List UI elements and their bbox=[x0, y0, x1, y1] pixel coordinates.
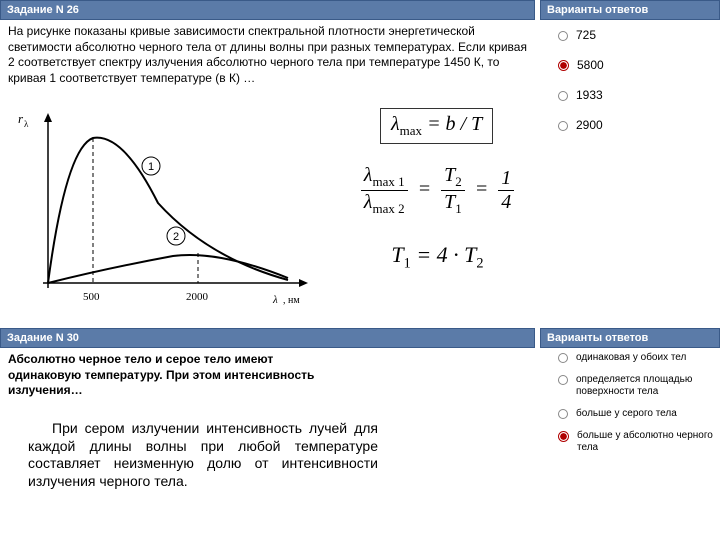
option-1933[interactable]: 1933 bbox=[558, 88, 718, 102]
formula-wien: λmax = b / T bbox=[380, 108, 493, 144]
answers1-title: Варианты ответов bbox=[547, 4, 648, 16]
svg-text:1: 1 bbox=[148, 161, 154, 173]
formulas: λmax = b / T λmax 1λmax 2 = T2T1 = 14 T1… bbox=[340, 108, 535, 272]
task2-header: Задание N 30 bbox=[0, 328, 535, 348]
answers2-title: Варианты ответов bbox=[547, 332, 648, 344]
option-same[interactable]: одинаковая у обоих тел bbox=[558, 352, 718, 364]
task2-title: Задание N 30 bbox=[7, 332, 79, 344]
explanation-text: При сером излучении интенсивность лучей … bbox=[28, 420, 378, 490]
task1-text: На рисунке показаны кривые зависимости с… bbox=[8, 24, 528, 86]
radio-icon bbox=[558, 409, 568, 419]
svg-text:λ: λ bbox=[272, 294, 278, 306]
radio-selected-icon bbox=[558, 60, 569, 71]
svg-text:2000: 2000 bbox=[186, 291, 209, 303]
task2-options: одинаковая у обоих тел определяется площ… bbox=[558, 352, 718, 464]
radio-icon bbox=[558, 353, 568, 363]
formula-result: T1 = 4 · T2 bbox=[340, 242, 535, 272]
task1-options: 725 5800 1933 2900 bbox=[558, 28, 718, 148]
option-2900[interactable]: 2900 bbox=[558, 118, 718, 132]
task2-text: Абсолютно черное тело и серое тело имеют… bbox=[8, 352, 348, 399]
radio-icon bbox=[558, 31, 568, 41]
svg-text:2: 2 bbox=[173, 231, 179, 243]
option-gray[interactable]: больше у серого тела bbox=[558, 408, 718, 420]
answers1-header: Варианты ответов bbox=[540, 0, 720, 20]
radio-selected-icon bbox=[558, 431, 569, 442]
radio-icon bbox=[558, 91, 568, 101]
radio-icon bbox=[558, 375, 568, 385]
option-5800[interactable]: 5800 bbox=[558, 58, 718, 72]
option-725[interactable]: 725 bbox=[558, 28, 718, 42]
option-black[interactable]: больше у абсолютно черного тела bbox=[558, 430, 718, 454]
spectral-graph: r λ λ , нм 500 2000 1 2 bbox=[8, 108, 318, 308]
task1-header: Задание N 26 bbox=[0, 0, 535, 20]
svg-text:λ: λ bbox=[24, 119, 29, 129]
svg-text:500: 500 bbox=[83, 291, 100, 303]
answers2-header: Варианты ответов bbox=[540, 328, 720, 348]
radio-icon bbox=[558, 121, 568, 131]
svg-text:, нм: , нм bbox=[283, 295, 300, 306]
formula-ratio: λmax 1λmax 2 = T2T1 = 14 bbox=[340, 164, 535, 217]
option-area[interactable]: определяется площадью поверхности тела bbox=[558, 374, 718, 398]
task1-title: Задание N 26 bbox=[7, 4, 79, 16]
